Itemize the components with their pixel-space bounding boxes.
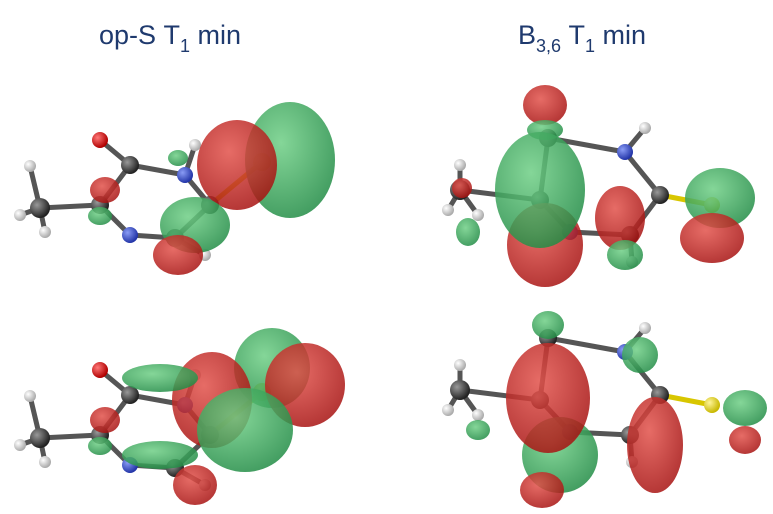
title-text: B xyxy=(518,20,536,50)
title-subscript: 1 xyxy=(585,36,595,56)
figure: op-S T1 min B3,6 T1 min xyxy=(0,0,773,514)
title-text: min xyxy=(190,20,241,50)
title-text: op-S T xyxy=(99,20,180,50)
orbital-bottom-left xyxy=(14,328,345,505)
orbital-bottom-right xyxy=(442,311,767,508)
panel-title: B3,6 T1 min xyxy=(518,20,646,56)
title-text: min xyxy=(595,20,646,50)
panel-title: op-S T1 min xyxy=(99,20,241,56)
orbital-top-left xyxy=(14,102,335,275)
title-subscript: 1 xyxy=(180,36,190,56)
title-subscript: 3,6 xyxy=(536,36,561,56)
orbital-top-right xyxy=(442,85,755,287)
title-text: T xyxy=(561,20,585,50)
